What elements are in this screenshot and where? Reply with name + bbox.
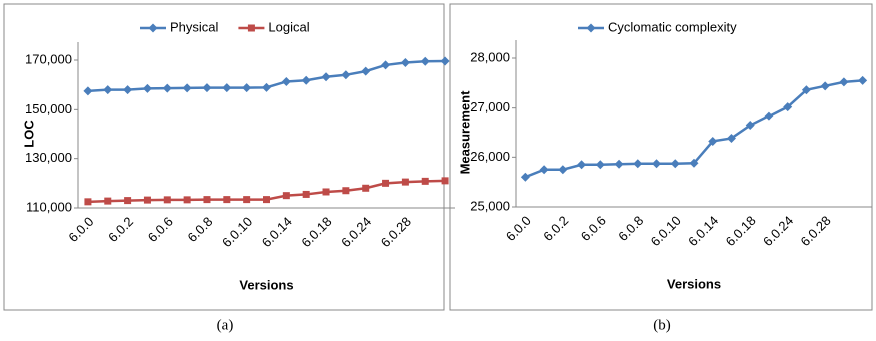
x-tick-label: 6.0.28 bbox=[378, 214, 414, 250]
y-axis-title: LOC bbox=[21, 120, 36, 148]
data-point bbox=[783, 102, 793, 112]
data-point bbox=[820, 81, 830, 91]
data-point bbox=[520, 172, 530, 182]
x-tick-label: 6.0.14 bbox=[685, 213, 721, 249]
data-point bbox=[420, 56, 430, 66]
data-point bbox=[302, 190, 310, 198]
x-axis-title: Versions bbox=[239, 277, 293, 292]
data-point bbox=[858, 75, 868, 85]
y-tick-label: 28,000 bbox=[470, 49, 510, 64]
data-point bbox=[322, 188, 330, 196]
data-point bbox=[381, 60, 391, 70]
data-point bbox=[539, 165, 549, 175]
data-point bbox=[595, 160, 605, 170]
y-tick-label: 130,000 bbox=[25, 150, 72, 165]
data-point bbox=[202, 83, 212, 93]
data-point bbox=[400, 57, 410, 67]
data-point bbox=[670, 159, 680, 169]
data-point bbox=[263, 196, 270, 204]
data-point bbox=[341, 70, 351, 80]
legend-label: Logical bbox=[268, 19, 309, 34]
x-tick-label: 6.0.0 bbox=[65, 214, 96, 245]
y-tick-label: 26,000 bbox=[470, 149, 510, 164]
data-point bbox=[801, 85, 811, 95]
data-point bbox=[652, 159, 662, 169]
data-point bbox=[839, 77, 849, 87]
x-tick-label: 6.0.2 bbox=[540, 213, 571, 244]
data-point bbox=[182, 83, 192, 93]
x-tick-label: 6.0.10 bbox=[648, 213, 684, 249]
data-point bbox=[242, 83, 252, 93]
data-point bbox=[103, 85, 113, 95]
data-point bbox=[441, 177, 449, 185]
legend-label: Cyclomatic complexity bbox=[608, 19, 737, 34]
x-tick-label: 6.0.24 bbox=[760, 213, 796, 249]
x-tick-label: 6.0.18 bbox=[298, 214, 334, 250]
y-tick-label: 170,000 bbox=[25, 51, 72, 66]
data-point bbox=[123, 85, 133, 95]
data-point bbox=[203, 196, 211, 204]
data-point bbox=[247, 24, 255, 32]
x-tick-label: 6.0.8 bbox=[615, 213, 646, 244]
data-point bbox=[745, 121, 755, 131]
legend-label: Physical bbox=[170, 19, 219, 34]
x-tick-label: 6.0.2 bbox=[105, 214, 136, 245]
data-point bbox=[143, 196, 151, 204]
data-point bbox=[764, 111, 774, 121]
data-point bbox=[162, 83, 172, 93]
y-tick-label: 25,000 bbox=[470, 198, 510, 213]
x-tick-label: 6.0.6 bbox=[578, 213, 609, 244]
data-point bbox=[262, 82, 271, 92]
data-point bbox=[382, 179, 390, 187]
data-point bbox=[321, 72, 331, 82]
y-axis-title: Measurement bbox=[457, 90, 472, 174]
data-point bbox=[708, 136, 718, 146]
y-tick-label: 110,000 bbox=[26, 199, 72, 214]
data-point bbox=[142, 83, 152, 93]
data-point bbox=[726, 133, 736, 143]
y-tick-label: 150,000 bbox=[25, 101, 72, 116]
y-tick-label: 27,000 bbox=[470, 99, 510, 114]
data-point bbox=[361, 66, 371, 76]
x-tick-label: 6.0.28 bbox=[798, 213, 834, 249]
x-tick-label: 6.0.18 bbox=[723, 213, 759, 249]
data-point bbox=[577, 160, 587, 170]
x-tick-label: 6.0.14 bbox=[259, 214, 295, 250]
data-point bbox=[401, 178, 409, 186]
data-point bbox=[104, 197, 112, 205]
x-tick-label: 6.0.6 bbox=[145, 214, 176, 245]
data-point bbox=[84, 198, 92, 206]
data-point bbox=[440, 56, 450, 66]
data-point bbox=[243, 196, 251, 204]
panel-frame bbox=[3, 3, 445, 311]
caption: (a) bbox=[217, 317, 234, 333]
data-point bbox=[83, 86, 93, 96]
data-point bbox=[633, 159, 643, 169]
x-tick-label: 6.0.24 bbox=[338, 214, 374, 250]
x-axis-title: Versions bbox=[667, 276, 721, 291]
panel-frame bbox=[449, 3, 873, 311]
data-point bbox=[586, 23, 596, 33]
data-point bbox=[421, 177, 429, 185]
data-point bbox=[223, 196, 231, 204]
caption: (b) bbox=[653, 317, 671, 333]
data-point bbox=[362, 184, 370, 192]
data-point bbox=[689, 158, 699, 168]
x-tick-label: 6.0.10 bbox=[219, 214, 255, 250]
data-point bbox=[222, 83, 232, 93]
data-point bbox=[342, 187, 350, 195]
x-tick-label: 6.0.8 bbox=[184, 214, 215, 245]
data-point bbox=[301, 75, 311, 85]
x-tick-label: 6.0.0 bbox=[503, 213, 534, 244]
data-point bbox=[281, 76, 291, 86]
data-point bbox=[163, 196, 171, 204]
data-point bbox=[148, 23, 158, 33]
data-point bbox=[183, 196, 191, 204]
data-point bbox=[558, 165, 568, 175]
data-point bbox=[614, 159, 624, 169]
data-point bbox=[282, 192, 290, 200]
data-point bbox=[124, 197, 132, 205]
